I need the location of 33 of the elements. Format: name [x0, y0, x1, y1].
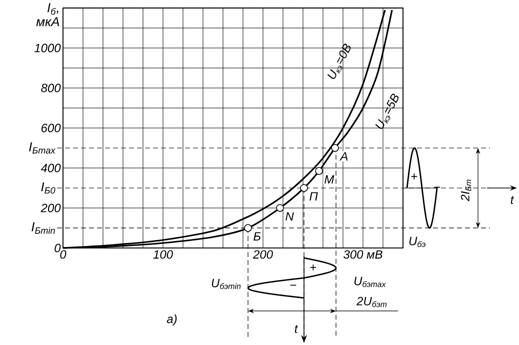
ref-line-label: I$_{Бmax}$: [29, 142, 56, 154]
annotation: М: [324, 175, 334, 184]
ref-line-label: U$_{бэmax}$: [354, 276, 386, 288]
x-tick-label: 100: [153, 250, 173, 259]
x-tick-label: 0: [60, 250, 66, 259]
text: t: [294, 325, 298, 333]
y-axis-title: I$_{б}$, мкА: [36, 3, 60, 26]
y-tick-label: 800: [41, 84, 61, 92]
y-tick-label: 200: [40, 204, 61, 212]
x-tick-label: 200: [252, 250, 273, 259]
text: U$_{кэ}$=5В: [375, 94, 399, 129]
y-tick-label: 400: [40, 164, 61, 172]
text: 2U$_{бэm}$: [356, 296, 387, 308]
text: −: [290, 284, 296, 286]
text: U$_{кэ}$=0В: [327, 44, 351, 79]
annotation: П: [310, 192, 318, 200]
y-tick-label: 0: [54, 244, 61, 252]
y-tick-label: 1000: [34, 44, 61, 52]
text: −: [434, 186, 440, 188]
text: а): [166, 314, 177, 326]
text: 2I$_{Бm}$: [460, 180, 472, 202]
text: t: [510, 196, 514, 204]
annotation: А: [340, 152, 348, 160]
ref-line-label: U$_{бэmin}$: [212, 278, 241, 290]
ref-line-label: I$_{Б0}$: [41, 182, 56, 194]
y-tick-label: 600: [41, 124, 61, 132]
text: +: [310, 264, 316, 270]
annotation: N: [286, 212, 294, 220]
ref-line-label: I$_{Бmin}$: [32, 222, 55, 234]
x-axis-title: U$_{бэ}$: [409, 236, 426, 248]
annotation: Б: [254, 232, 261, 240]
text: +: [411, 174, 418, 180]
x-tick-label: 300 мВ: [343, 250, 382, 259]
